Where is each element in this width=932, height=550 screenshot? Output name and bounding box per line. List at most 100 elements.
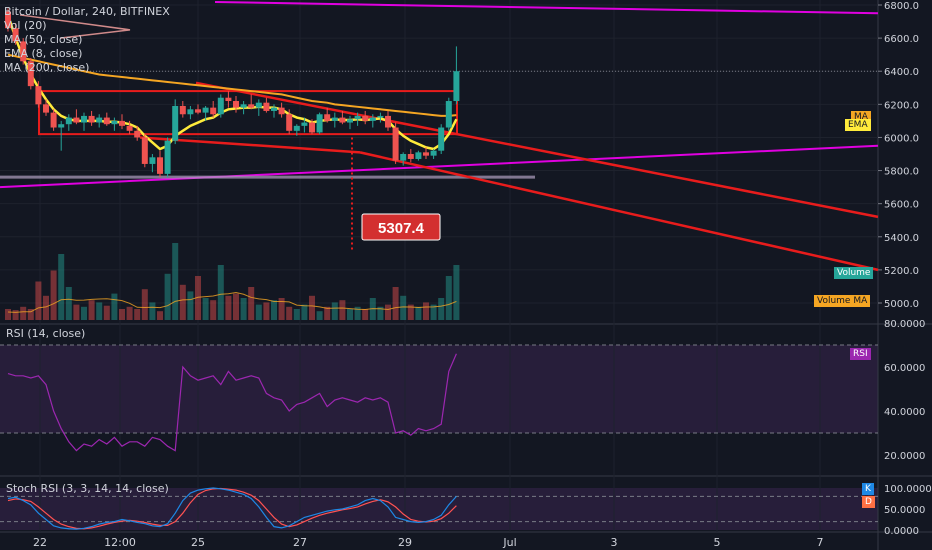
volume-tag: Volume — [834, 267, 874, 279]
volume-bar — [50, 270, 57, 320]
candle-body — [324, 114, 331, 121]
y-tick-label: 5800.0 — [884, 167, 919, 178]
volume-bar — [278, 298, 285, 320]
volume-bar — [445, 276, 452, 320]
trendline-red-lower — [359, 151, 879, 272]
candle-body — [202, 107, 209, 113]
x-tick-label: 22 — [33, 536, 47, 549]
candle-body — [286, 114, 293, 131]
volume-bar — [271, 300, 277, 320]
volume-bar — [187, 291, 194, 320]
candle-body — [415, 152, 422, 159]
volume-bar — [111, 293, 118, 320]
x-tick-label: 7 — [817, 536, 824, 549]
candle-body — [134, 130, 141, 138]
volume-bar — [377, 306, 384, 320]
y-tick-label: 6600.0 — [884, 34, 919, 45]
candle-body — [385, 115, 391, 128]
callout-label: 5307.4 — [378, 220, 425, 237]
volume-bar — [438, 298, 445, 320]
x-tick-label: Jul — [502, 536, 516, 549]
volume-bar — [293, 309, 300, 320]
y-tick-label: 5400.0 — [884, 233, 919, 244]
volume-bar — [430, 304, 437, 320]
volume-bar — [119, 309, 125, 320]
candle-body — [309, 122, 315, 133]
candle-body — [172, 105, 179, 141]
volume-bar — [5, 309, 11, 320]
last-price-tag — [878, 63, 930, 79]
volume-bar — [164, 273, 171, 320]
volume-bar — [233, 293, 239, 320]
candle-body — [12, 28, 19, 42]
candle-body — [445, 101, 452, 128]
volume-bar — [65, 287, 72, 320]
y-tick-label: 5200.0 — [884, 266, 919, 277]
candle-body — [255, 102, 262, 108]
stoch-k-line — [7, 487, 457, 530]
volume-bar — [134, 309, 141, 320]
volume-bar — [141, 289, 148, 320]
trendline-magenta-top — [214, 1, 879, 15]
rsi-panel-title: RSI (14, close) — [6, 327, 86, 340]
candle-body — [331, 117, 338, 121]
ema-price-tag: EMA — [845, 119, 871, 131]
volume-bar — [73, 304, 80, 320]
candle-body — [65, 117, 72, 125]
candle-body — [179, 105, 186, 115]
pattern-line — [19, 14, 131, 39]
candle-body — [316, 114, 323, 133]
volume-bar — [309, 295, 315, 320]
candle-body — [240, 104, 247, 108]
y-tick-label: 6000.0 — [884, 133, 919, 144]
candle-body — [263, 102, 270, 111]
y-tick-label: 6800.0 — [884, 1, 919, 12]
candle-body — [301, 122, 308, 126]
chart-title: Bitcoin / Dollar, 240, BITFINEX — [4, 5, 170, 18]
candle-body — [278, 107, 285, 115]
volume-bar — [202, 298, 209, 320]
volume-bar — [195, 276, 201, 320]
candle-body — [438, 127, 445, 151]
y-tick-label: 5600.0 — [884, 200, 919, 211]
volume-bar — [240, 298, 247, 320]
candle-body — [339, 117, 346, 123]
volume-bar — [58, 254, 65, 320]
volume-bar — [415, 306, 422, 320]
candle-body — [27, 61, 34, 87]
candle-body — [248, 104, 255, 108]
stoch-tick-label: 50.0000 — [884, 505, 925, 516]
candle-body — [141, 137, 148, 164]
candle-body — [5, 11, 11, 29]
volume-bar — [217, 265, 224, 320]
candle-body — [430, 150, 437, 156]
volume-bar — [81, 306, 87, 320]
candle-body — [126, 125, 133, 131]
volume-bar — [392, 287, 399, 320]
rsi-tag: RSI — [850, 348, 871, 360]
y-tick-label: 6200.0 — [884, 100, 919, 111]
candle-body — [271, 107, 277, 111]
candle-body — [111, 120, 118, 125]
ma50-legend[interactable]: MA (50, close) — [4, 33, 83, 46]
candle-body — [377, 115, 384, 118]
candle-body — [20, 41, 27, 62]
candle-body — [187, 109, 194, 115]
ema8-legend[interactable]: EMA (8, close) — [4, 47, 83, 60]
candle-body — [164, 140, 171, 174]
volume-bar — [27, 309, 34, 320]
d-tag: D — [862, 496, 875, 508]
volume-bar — [225, 295, 232, 320]
rsi-band — [0, 345, 878, 433]
volume-bar — [354, 306, 361, 320]
vol-legend[interactable]: Vol (20) — [4, 19, 47, 32]
volume-ma-line — [7, 291, 457, 313]
ma200-legend[interactable]: MA (200, close) — [4, 61, 90, 74]
rsi-tick-label: 80.0000 — [884, 319, 925, 330]
volume-bar — [324, 306, 331, 320]
volume-bar — [286, 306, 293, 320]
volume-bar — [43, 295, 49, 320]
volume-bar — [407, 304, 414, 320]
candle-body — [354, 115, 361, 120]
